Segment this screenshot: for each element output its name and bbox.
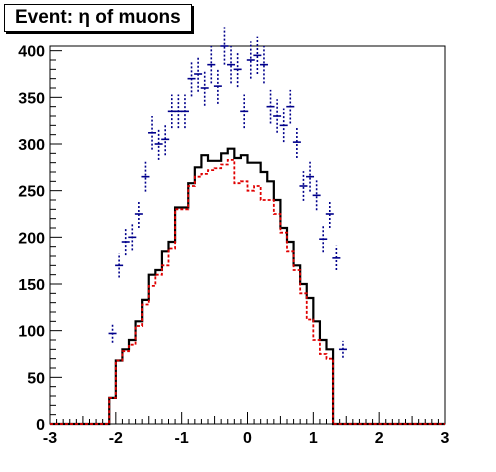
data-point	[253, 36, 262, 74]
data-point	[200, 70, 209, 106]
data-point	[194, 56, 203, 92]
data-point	[154, 128, 163, 160]
data-point	[266, 89, 275, 124]
data-point	[338, 340, 347, 358]
data-point	[306, 161, 315, 192]
data-point	[121, 228, 130, 256]
data-point	[115, 253, 124, 278]
y-tick-label: 350	[18, 90, 45, 107]
y-tick-label: 0	[36, 417, 45, 434]
data-point	[299, 171, 308, 201]
data-point	[187, 60, 196, 97]
data-point	[286, 89, 295, 124]
histogram-dashed-series	[50, 158, 445, 425]
y-tick-label: 400	[18, 44, 45, 61]
data-point	[161, 123, 170, 156]
x-tick-label: -1	[175, 430, 189, 447]
y-tick-label: 150	[18, 277, 45, 294]
data-point	[319, 226, 328, 253]
data-point	[148, 116, 157, 150]
chart-title: Event: η of muons	[4, 4, 192, 32]
y-tick-label: 50	[27, 370, 45, 387]
plot-frame	[49, 45, 446, 425]
y-tick-label: 250	[18, 184, 45, 201]
data-point	[207, 46, 216, 84]
x-tick-label: 2	[375, 430, 384, 447]
data-point	[259, 46, 268, 84]
data-point	[128, 224, 137, 251]
data-point	[141, 161, 150, 192]
data-point	[108, 324, 117, 343]
data-point	[246, 41, 255, 79]
data-point	[273, 99, 282, 133]
x-tick-label: 3	[441, 430, 450, 447]
x-tick-label: -2	[109, 430, 123, 447]
data-point	[312, 180, 321, 211]
data-point	[240, 94, 249, 129]
data-point	[180, 94, 189, 129]
x-tick-label: 1	[309, 430, 318, 447]
y-tick-label: 200	[18, 230, 45, 247]
data-point	[233, 51, 242, 88]
data-point	[134, 200, 143, 228]
axis-ticks	[49, 50, 446, 425]
data-point	[227, 46, 236, 84]
data-point	[332, 245, 341, 270]
x-tick-label: -3	[43, 430, 57, 447]
data-point	[279, 108, 288, 143]
y-tick-label: 100	[18, 324, 45, 341]
y-tick-label: 300	[18, 137, 45, 154]
x-tick-label: 0	[243, 430, 252, 447]
series-layer	[50, 27, 445, 426]
data-point	[220, 27, 229, 65]
tick-labels: -3 -2 -1 0 1 2 3 0 50 100 150 200 250 300 350 400	[18, 44, 449, 447]
data-point	[325, 200, 334, 228]
data-point	[292, 126, 301, 158]
data-point	[213, 68, 222, 104]
